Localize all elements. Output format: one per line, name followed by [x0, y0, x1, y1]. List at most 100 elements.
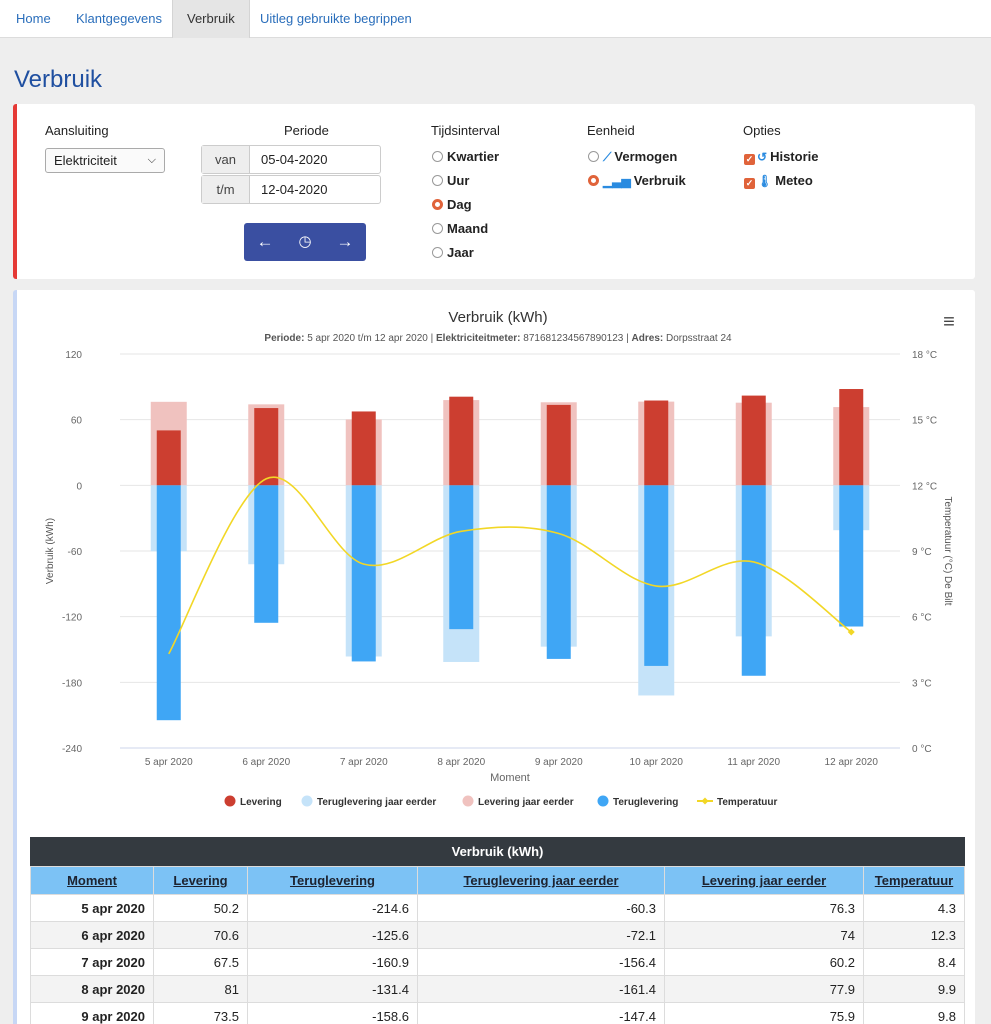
table-cell: -160.9 — [247, 948, 418, 976]
tab-home[interactable]: Home — [16, 11, 51, 26]
table-cell: -161.4 — [417, 975, 665, 1003]
table-cell: 50.2 — [153, 894, 248, 922]
radio-icon[interactable] — [432, 151, 443, 162]
arrow-right-icon[interactable]: → — [336, 232, 354, 251]
chart-axes: 120 18 °C 60 15 °C 0 12 °C -60 9 °C -120 6 °C -180… — [45, 350, 953, 784]
temperature-curve — [168, 476, 852, 655]
y2-axis-title: Temperatuur (°C) De Bilt — [942, 496, 953, 605]
legend-label: Teruglevering — [613, 797, 678, 808]
x-axis-title: Moment — [490, 772, 530, 784]
option-historie[interactable]: ✓ ↺ Historie — [744, 149, 818, 165]
aansluiting-select[interactable]: Elektriciteit ⌵ — [45, 148, 165, 173]
bar-teruglevering — [449, 485, 474, 630]
legend-dot — [224, 795, 236, 807]
table-row: 8 apr 2020 81 -131.4 -161.4 77.9 9.9 — [30, 975, 965, 1003]
column-header-temperatuur[interactable]: Temperatuur — [863, 866, 965, 895]
bar-levering — [351, 411, 376, 486]
chart-bars — [150, 389, 870, 721]
thermometer-icon: 🌡 — [757, 174, 773, 188]
y2-tick-label: 15 °C — [912, 416, 937, 427]
interval-option-jaar[interactable]: Jaar — [432, 245, 474, 261]
checkbox-icon[interactable]: ✓ — [744, 154, 755, 165]
bar-levering — [741, 395, 766, 486]
interval-label: Uur — [447, 173, 470, 188]
table-row: 6 apr 2020 70.6 -125.6 -72.1 74 12.3 — [30, 921, 965, 949]
line-chart-icon: ⟋ — [603, 150, 612, 164]
y2-tick-label: 6 °C — [912, 613, 932, 624]
table-row: 9 apr 2020 73.5 -158.6 -147.4 75.9 9.8 — [30, 1002, 965, 1024]
tab-klantgegevens[interactable]: Klantgegevens — [76, 11, 163, 26]
interval-option-dag[interactable]: Dag — [432, 197, 472, 213]
bar-teruglevering — [351, 485, 376, 662]
tab-verbruik[interactable]: Verbruik — [172, 0, 250, 38]
van-label: van — [202, 146, 250, 173]
hamburger-menu-icon[interactable]: ≡ — [943, 311, 955, 333]
radio-icon[interactable] — [432, 223, 443, 234]
option-meteo[interactable]: ✓ 🌡 Meteo — [744, 173, 813, 189]
column-header-teruglevering[interactable]: Teruglevering — [247, 866, 418, 895]
y-tick-label: -180 — [62, 678, 82, 689]
clock-icon[interactable]: ◷ — [298, 233, 312, 250]
aansluiting-value: Elektriciteit — [54, 153, 117, 168]
tm-date-value[interactable]: 12-04-2020 — [261, 182, 328, 197]
page-title: Verbruik — [14, 66, 103, 93]
table-cell: -72.1 — [417, 921, 665, 949]
table-cell: 5 apr 2020 — [30, 894, 154, 922]
column-header-levering[interactable]: Levering — [153, 866, 248, 895]
radio-icon[interactable] — [432, 175, 443, 186]
radio-icon[interactable] — [432, 199, 443, 210]
eenheid-option-verbruik[interactable]: ▁▃▅ Verbruik — [588, 173, 686, 189]
y-tick-label: -240 — [62, 744, 82, 755]
tijdsinterval-label: Tijdsinterval — [431, 123, 500, 138]
eenheid-label-text: Verbruik — [633, 173, 686, 188]
radio-icon[interactable] — [432, 247, 443, 258]
arrow-left-icon[interactable]: ← — [256, 232, 274, 251]
y-tick-label: 0 — [76, 481, 82, 492]
history-icon: ↺ — [757, 150, 768, 164]
interval-label: Maand — [447, 221, 489, 236]
interval-option-uur[interactable]: Uur — [432, 173, 469, 189]
legend-diamond-marker — [701, 797, 709, 805]
eenheid-option-vermogen[interactable]: ⟋ Vermogen — [588, 149, 677, 165]
radio-icon[interactable] — [588, 151, 599, 162]
subtitle-period-label: Periode: — [264, 333, 304, 344]
y-tick-label: -60 — [68, 547, 83, 558]
column-header-teruglevering-jaar-eerder[interactable]: Teruglevering jaar eerder — [417, 866, 665, 895]
van-date-value[interactable]: 05-04-2020 — [261, 152, 328, 167]
legend-dot — [597, 795, 609, 807]
column-header-levering-jaar-eerder[interactable]: Levering jaar eerder — [664, 866, 864, 895]
radio-icon[interactable] — [588, 175, 599, 186]
table-cell: -131.4 — [247, 975, 418, 1003]
x-tick-label: 5 apr 2020 — [145, 757, 193, 768]
subtitle-meter-label: Elektriciteitmeter: — [436, 333, 520, 344]
interval-option-maand[interactable]: Maand — [432, 221, 488, 237]
van-date-field[interactable]: van 05-04-2020 — [201, 145, 381, 174]
bar-teruglevering — [839, 485, 864, 627]
table-cell: 74 — [664, 921, 864, 949]
bar-levering — [156, 430, 181, 486]
y2-tick-label: 12 °C — [912, 481, 937, 492]
table-cell: -125.6 — [247, 921, 418, 949]
bar-levering — [644, 400, 669, 486]
column-header-moment[interactable]: Moment — [30, 866, 154, 895]
table-body: 5 apr 2020 50.2 -214.6 -60.3 76.3 4.3 6 apr 20… — [30, 894, 965, 1024]
table-cell: 7 apr 2020 — [30, 948, 154, 976]
eenheid-label: Eenheid — [587, 123, 635, 138]
checkbox-icon[interactable]: ✓ — [744, 178, 755, 189]
x-tick-label: 11 apr 2020 — [727, 757, 780, 768]
table-cell: -158.6 — [247, 1002, 418, 1024]
table-cell: 60.2 — [664, 948, 864, 976]
y-tick-label: 120 — [65, 350, 82, 361]
interval-option-kwartier[interactable]: Kwartier — [432, 149, 499, 165]
bar-levering — [449, 396, 474, 486]
table-cell: 75.9 — [664, 1002, 864, 1024]
table-caption: Verbruik (kWh) — [30, 837, 965, 866]
chart-title: Verbruik (kWh) — [448, 309, 547, 326]
table-cell: -156.4 — [417, 948, 665, 976]
tm-date-field[interactable]: t/m 12-04-2020 — [201, 175, 381, 204]
y2-tick-label: 18 °C — [912, 350, 937, 361]
table-cell: 76.3 — [664, 894, 864, 922]
chart-svg: 120 18 °C 60 15 °C 0 12 °C -60 9 °C -120 6 °C -180… — [45, 309, 955, 808]
tab-uitleg[interactable]: Uitleg gebruikte begrippen — [260, 11, 412, 26]
subtitle-meter-value: 871681234567890123 | — [520, 333, 631, 344]
